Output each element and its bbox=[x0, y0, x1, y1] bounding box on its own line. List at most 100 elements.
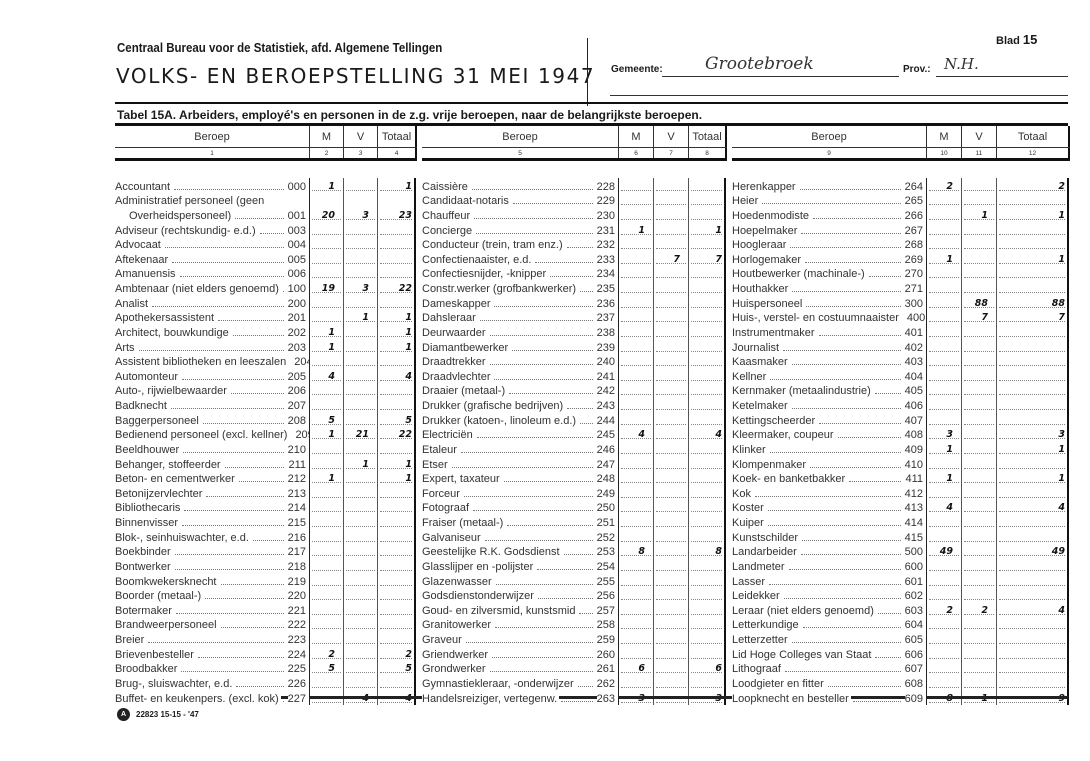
total-count-cell[interactable] bbox=[997, 324, 1069, 339]
female-count-cell[interactable] bbox=[962, 192, 997, 208]
female-count-cell[interactable] bbox=[344, 558, 378, 573]
male-count-cell[interactable] bbox=[310, 251, 344, 266]
female-count-cell[interactable] bbox=[344, 587, 378, 603]
female-count-cell[interactable] bbox=[962, 441, 997, 456]
female-count-cell[interactable]: 7 bbox=[962, 309, 997, 325]
female-count-cell[interactable] bbox=[654, 455, 689, 471]
male-count-cell[interactable] bbox=[619, 631, 654, 646]
male-count-cell[interactable]: 5 bbox=[310, 412, 344, 427]
total-count-cell[interactable] bbox=[689, 485, 726, 500]
female-count-cell[interactable] bbox=[654, 412, 689, 427]
male-count-cell[interactable] bbox=[310, 236, 344, 252]
female-count-cell[interactable] bbox=[344, 353, 378, 369]
total-count-cell[interactable] bbox=[378, 441, 416, 456]
male-count-cell[interactable]: 4 bbox=[310, 368, 344, 383]
female-count-cell[interactable] bbox=[962, 280, 997, 295]
total-count-cell[interactable]: 22 bbox=[378, 280, 416, 295]
total-count-cell[interactable] bbox=[689, 470, 726, 486]
male-count-cell[interactable] bbox=[310, 587, 344, 603]
total-count-cell[interactable]: 23 bbox=[378, 207, 416, 222]
female-count-cell[interactable] bbox=[344, 616, 378, 632]
female-count-cell[interactable] bbox=[654, 660, 689, 676]
male-count-cell[interactable] bbox=[927, 455, 962, 471]
male-count-cell[interactable] bbox=[619, 602, 654, 617]
female-count-cell[interactable] bbox=[654, 368, 689, 383]
male-count-cell[interactable] bbox=[619, 587, 654, 603]
female-count-cell[interactable] bbox=[654, 338, 689, 354]
total-count-cell[interactable] bbox=[689, 572, 726, 588]
male-count-cell[interactable] bbox=[619, 485, 654, 500]
female-count-cell[interactable] bbox=[962, 221, 997, 237]
total-count-cell[interactable]: 3 bbox=[997, 426, 1069, 442]
total-count-cell[interactable] bbox=[378, 485, 416, 500]
total-count-cell[interactable] bbox=[997, 485, 1069, 500]
total-count-cell[interactable]: 4 bbox=[997, 499, 1069, 515]
female-count-cell[interactable] bbox=[344, 382, 378, 398]
total-count-cell[interactable]: 1 bbox=[378, 178, 416, 193]
male-count-cell[interactable]: 1 bbox=[927, 441, 962, 456]
total-count-cell[interactable] bbox=[997, 338, 1069, 354]
female-count-cell[interactable] bbox=[654, 441, 689, 456]
female-count-cell[interactable] bbox=[962, 543, 997, 559]
male-count-cell[interactable] bbox=[927, 616, 962, 632]
total-count-cell[interactable] bbox=[997, 587, 1069, 603]
total-count-cell[interactable] bbox=[689, 324, 726, 339]
total-count-cell[interactable] bbox=[689, 412, 726, 427]
total-count-cell[interactable] bbox=[689, 207, 726, 222]
gemeente-field[interactable]: Grootebroek bbox=[705, 54, 814, 74]
male-count-cell[interactable] bbox=[927, 572, 962, 588]
male-count-cell[interactable] bbox=[310, 543, 344, 559]
male-count-cell[interactable]: 5 bbox=[310, 660, 344, 676]
female-count-cell[interactable] bbox=[962, 353, 997, 369]
male-count-cell[interactable] bbox=[310, 221, 344, 237]
female-count-cell[interactable] bbox=[654, 324, 689, 339]
female-count-cell[interactable] bbox=[344, 265, 378, 281]
male-count-cell[interactable] bbox=[927, 236, 962, 252]
female-count-cell[interactable] bbox=[344, 660, 378, 676]
female-count-cell[interactable] bbox=[344, 295, 378, 310]
male-count-cell[interactable] bbox=[619, 646, 654, 661]
female-count-cell[interactable] bbox=[962, 251, 997, 266]
female-count-cell[interactable] bbox=[344, 178, 378, 193]
male-count-cell[interactable]: 4 bbox=[619, 426, 654, 442]
male-count-cell[interactable] bbox=[310, 455, 344, 471]
female-count-cell[interactable] bbox=[344, 221, 378, 237]
female-count-cell[interactable] bbox=[344, 338, 378, 354]
female-count-cell[interactable] bbox=[344, 543, 378, 559]
total-count-cell[interactable]: 1 bbox=[378, 309, 416, 325]
female-count-cell[interactable] bbox=[962, 368, 997, 383]
total-count-cell[interactable]: 5 bbox=[378, 412, 416, 427]
male-count-cell[interactable]: 49 bbox=[927, 543, 962, 559]
female-count-cell[interactable] bbox=[654, 485, 689, 500]
total-count-cell[interactable] bbox=[378, 558, 416, 573]
total-count-cell[interactable]: 4 bbox=[378, 368, 416, 383]
male-count-cell[interactable] bbox=[927, 309, 962, 325]
male-count-cell[interactable] bbox=[619, 207, 654, 222]
female-count-cell[interactable] bbox=[654, 602, 689, 617]
total-count-cell[interactable] bbox=[689, 631, 726, 646]
male-count-cell[interactable] bbox=[310, 295, 344, 310]
total-count-cell[interactable] bbox=[997, 368, 1069, 383]
male-count-cell[interactable] bbox=[310, 529, 344, 544]
total-count-cell[interactable]: 1 bbox=[378, 470, 416, 486]
total-count-cell[interactable]: 6 bbox=[689, 660, 726, 676]
female-count-cell[interactable] bbox=[654, 295, 689, 310]
male-count-cell[interactable] bbox=[619, 192, 654, 208]
female-count-cell[interactable] bbox=[962, 514, 997, 529]
female-count-cell[interactable] bbox=[344, 412, 378, 427]
total-count-cell[interactable] bbox=[997, 616, 1069, 632]
total-count-cell[interactable] bbox=[689, 353, 726, 369]
female-count-cell[interactable] bbox=[654, 221, 689, 237]
female-count-cell[interactable]: 1 bbox=[344, 455, 378, 471]
female-count-cell[interactable] bbox=[654, 646, 689, 661]
male-count-cell[interactable] bbox=[927, 353, 962, 369]
total-count-cell[interactable]: 1 bbox=[997, 251, 1069, 266]
female-count-cell[interactable] bbox=[654, 616, 689, 632]
total-count-cell[interactable] bbox=[689, 646, 726, 661]
male-count-cell[interactable] bbox=[619, 616, 654, 632]
female-count-cell[interactable] bbox=[962, 558, 997, 573]
female-count-cell[interactable] bbox=[962, 616, 997, 632]
female-count-cell[interactable] bbox=[962, 236, 997, 252]
total-count-cell[interactable] bbox=[689, 455, 726, 471]
male-count-cell[interactable]: 1 bbox=[310, 426, 344, 442]
